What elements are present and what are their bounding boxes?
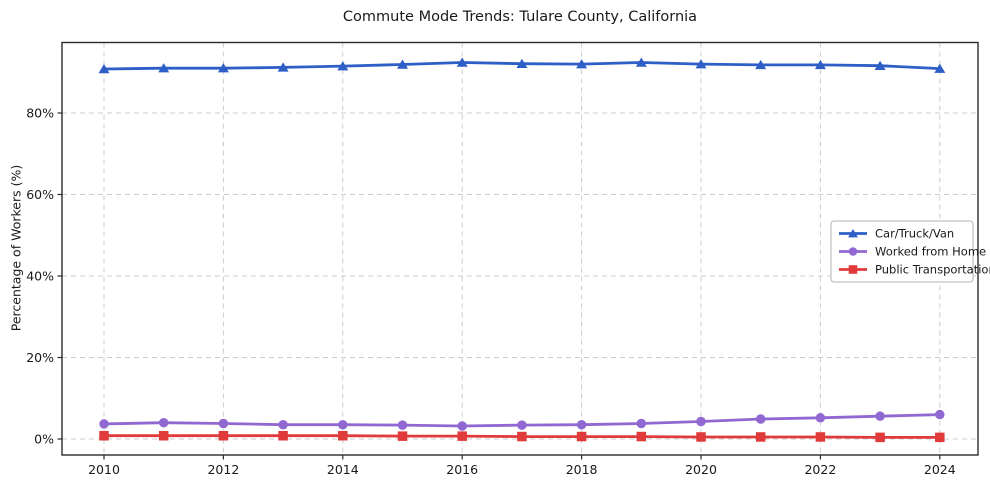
data-point-marker xyxy=(397,431,408,441)
data-point-marker xyxy=(278,430,288,441)
data-point-marker xyxy=(457,421,467,431)
data-point-marker xyxy=(696,416,706,427)
legend-label: Public Transportation xyxy=(875,263,990,277)
y-tick-label: 0% xyxy=(34,432,54,447)
data-point-marker xyxy=(874,60,886,70)
data-point-marker xyxy=(755,414,766,424)
plot-frame xyxy=(61,41,979,456)
data-point-marker xyxy=(338,430,348,441)
data-point-marker xyxy=(815,432,826,442)
x-tick-label: 2016 xyxy=(446,462,478,477)
x-tick-label: 2010 xyxy=(88,462,120,477)
data-point-marker xyxy=(218,418,229,429)
data-point-marker xyxy=(99,419,109,429)
data-point-marker xyxy=(636,431,647,442)
legend-box xyxy=(830,220,974,283)
data-point-marker xyxy=(935,432,945,443)
y-tick-label: 60% xyxy=(26,187,54,202)
y-tick-label: 20% xyxy=(26,350,54,365)
data-point-marker xyxy=(696,432,706,442)
data-point-marker xyxy=(456,57,468,67)
x-tick-label: 2020 xyxy=(685,462,717,477)
chart-title: Commute Mode Trends: Tulare County, Cali… xyxy=(342,9,698,25)
data-point-marker xyxy=(576,59,588,69)
data-point-marker xyxy=(397,59,408,69)
data-point-marker xyxy=(457,431,467,441)
data-point-marker xyxy=(218,430,229,441)
data-point-marker xyxy=(576,419,587,430)
data-point-marker xyxy=(695,59,707,69)
data-point-marker xyxy=(517,431,527,442)
x-tick-label: 2012 xyxy=(207,462,239,477)
series-car-truck-van xyxy=(98,57,946,74)
legend-label: Worked from Home xyxy=(875,245,986,259)
data-point-marker xyxy=(517,420,527,430)
legend: Car/Truck/Van Worked from Home Public Tran… xyxy=(830,220,990,283)
data-point-marker xyxy=(158,430,169,441)
x-tick-label: 2024 xyxy=(924,462,956,477)
data-point-marker xyxy=(99,430,109,441)
data-point-marker xyxy=(848,229,858,238)
data-point-marker xyxy=(755,59,767,70)
x-tick-label: 2014 xyxy=(327,462,359,477)
data-point-marker xyxy=(875,432,885,443)
data-point-marker xyxy=(875,411,885,421)
series-worked-from-home xyxy=(99,409,945,431)
data-point-marker xyxy=(158,417,169,428)
data-point-marker xyxy=(576,431,587,442)
data-point-marker xyxy=(848,265,858,274)
data-point-marker xyxy=(217,63,229,73)
data-point-marker xyxy=(815,413,826,423)
x-tick-label: 2018 xyxy=(566,462,598,477)
y-tick-label: 40% xyxy=(26,269,54,284)
data-point-marker xyxy=(755,432,766,442)
x-tick-label: 2022 xyxy=(804,462,836,477)
data-point-marker xyxy=(935,409,945,420)
legend-item-public-transportation: Public Transportation xyxy=(839,263,990,277)
legend-item-worked-from-home: Worked from Home xyxy=(839,245,986,259)
data-point-marker xyxy=(516,58,528,68)
data-point-marker xyxy=(814,59,826,70)
series-public-transportation xyxy=(99,430,945,443)
y-axis-label: Percentage of Workers (%) xyxy=(8,164,24,332)
data-point-marker xyxy=(337,61,349,71)
legend-item-car-truck-van: Car/Truck/Van xyxy=(839,227,954,241)
data-point-marker xyxy=(635,57,647,67)
data-point-marker xyxy=(277,62,289,72)
data-point-marker xyxy=(98,63,110,74)
data-point-marker xyxy=(338,419,348,430)
data-point-marker xyxy=(934,63,946,73)
legend-label: Car/Truck/Van xyxy=(875,227,954,241)
data-point-marker xyxy=(397,420,408,430)
y-tick-label: 80% xyxy=(26,106,54,121)
data-point-marker xyxy=(278,419,288,430)
data-point-marker xyxy=(636,418,647,429)
data-point-marker xyxy=(158,63,170,73)
data-point-marker xyxy=(848,247,858,256)
